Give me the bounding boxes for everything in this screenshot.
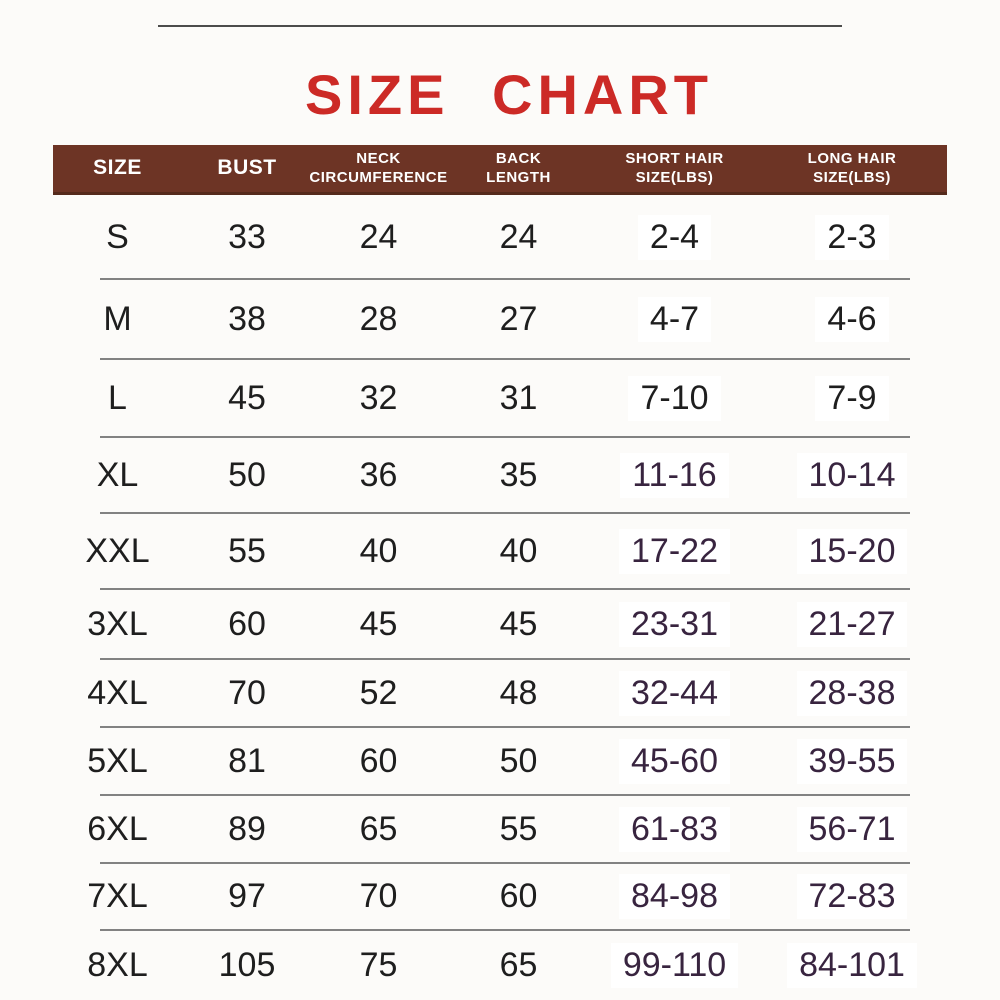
table-header-row: SIZE BUST NECK CIRCUMFERENCE BACK LENGTH S…: [53, 145, 947, 195]
table-row-6xl: 6XL 89 65 55 61-83 56-71: [53, 795, 947, 864]
cell-long-hair: 15-20: [757, 528, 947, 574]
cell-back: 65: [499, 945, 538, 984]
table-row-xxl: XXL 55 40 40 17-22 15-20: [53, 513, 947, 590]
cell-size: L: [108, 378, 127, 417]
cell-back: 35: [499, 455, 538, 494]
cell-short-hair: 2-4: [592, 214, 757, 260]
size-chart-table: SIZE BUST NECK CIRCUMFERENCE BACK LENGTH S…: [53, 145, 947, 1000]
cell-neck: 24: [359, 217, 398, 256]
cell-long-hair: 7-9: [757, 375, 947, 421]
cell-back: 50: [499, 741, 538, 780]
cell-size: M: [103, 299, 132, 338]
cell-size: 5XL: [87, 741, 148, 780]
table-row-3xl: 3XL 60 45 45 23-31 21-27: [53, 589, 947, 660]
column-header-size: SIZE: [93, 156, 142, 180]
cell-long-hair: 2-3: [757, 214, 947, 260]
cell-long-hair: 56-71: [757, 806, 947, 852]
cell-neck: 28: [359, 299, 398, 338]
column-header-neck-circumference: NECK CIRCUMFERENCE: [309, 149, 448, 186]
cell-short-hair: 23-31: [592, 601, 757, 647]
table-row-8xl: 8XL 105 75 65 99-110 84-101: [53, 930, 947, 1000]
cell-long-hair: 21-27: [757, 601, 947, 647]
cell-neck: 40: [359, 531, 398, 570]
cell-bust: 70: [228, 673, 266, 712]
cell-neck: 32: [359, 378, 398, 417]
cell-long-hair: 72-83: [757, 874, 947, 919]
cell-back: 55: [499, 809, 538, 848]
table-row-s: S 33 24 24 2-4 2-3: [53, 195, 947, 280]
cell-bust: 60: [228, 604, 266, 643]
cell-size: 8XL: [87, 945, 148, 984]
column-header-back-length: BACK LENGTH: [486, 149, 551, 186]
cell-bust: 55: [228, 531, 266, 570]
cell-long-hair: 39-55: [757, 738, 947, 784]
cell-long-hair: 28-38: [757, 670, 947, 716]
cell-bust: 97: [228, 877, 266, 915]
cell-bust: 45: [228, 378, 266, 417]
table-row-xl: XL 50 36 35 11-16 10-14: [53, 437, 947, 514]
cell-size: 4XL: [87, 673, 148, 712]
cell-size: S: [106, 217, 129, 256]
cell-long-hair: 84-101: [757, 942, 947, 988]
cell-bust: 89: [228, 809, 266, 848]
cell-short-hair: 45-60: [592, 738, 757, 784]
cell-short-hair: 32-44: [592, 670, 757, 716]
cell-bust: 105: [218, 945, 276, 984]
page-title: SIZE CHART: [305, 62, 713, 126]
cell-size: 6XL: [87, 809, 148, 848]
cell-short-hair: 7-10: [592, 375, 757, 421]
cell-back: 45: [499, 604, 538, 643]
cell-back: 40: [499, 531, 538, 570]
cell-short-hair: 17-22: [592, 528, 757, 574]
table-row-7xl: 7XL 97 70 60 84-98 72-83: [53, 863, 947, 931]
table-row-m: M 38 28 27 4-7 4-6: [53, 279, 947, 360]
cell-bust: 33: [228, 217, 266, 256]
cell-short-hair: 11-16: [592, 452, 757, 498]
table-row-5xl: 5XL 81 60 50 45-60 39-55: [53, 727, 947, 796]
cell-neck: 75: [359, 945, 398, 984]
cell-neck: 45: [359, 604, 398, 643]
cell-short-hair: 84-98: [592, 874, 757, 919]
cell-size: 7XL: [87, 877, 148, 915]
cell-neck: 60: [359, 741, 398, 780]
column-header-long-hair-size: LONG HAIR SIZE(LBS): [807, 149, 897, 186]
cell-short-hair: 4-7: [592, 296, 757, 342]
cell-neck: 70: [359, 877, 398, 915]
cell-back: 31: [499, 378, 538, 417]
cell-short-hair: 99-110: [592, 942, 757, 988]
cell-short-hair: 61-83: [592, 806, 757, 852]
size-chart-page: SIZE CHART SIZE BUST NECK CIRCUMFERENCE B…: [0, 25, 1000, 1000]
table-row-4xl: 4XL 70 52 48 32-44 28-38: [53, 659, 947, 728]
cell-size: XXL: [85, 531, 150, 570]
cell-back: 48: [499, 673, 538, 712]
cell-neck: 52: [359, 673, 398, 712]
column-header-bust: BUST: [217, 156, 277, 180]
table-row-l: L 45 32 31 7-10 7-9: [53, 359, 947, 438]
cell-size: XL: [96, 455, 139, 494]
cell-back: 27: [499, 299, 538, 338]
cell-bust: 81: [228, 741, 266, 780]
cell-neck: 65: [359, 809, 398, 848]
column-header-short-hair-size: SHORT HAIR SIZE(LBS): [625, 149, 724, 186]
cell-back: 24: [499, 217, 538, 256]
cell-long-hair: 10-14: [757, 452, 947, 498]
cell-neck: 36: [359, 455, 398, 494]
cell-back: 60: [499, 877, 538, 915]
cell-long-hair: 4-6: [757, 296, 947, 342]
cell-bust: 38: [228, 299, 266, 338]
cell-bust: 50: [228, 455, 266, 494]
top-divider-line: [158, 25, 842, 27]
cell-size: 3XL: [87, 604, 148, 643]
